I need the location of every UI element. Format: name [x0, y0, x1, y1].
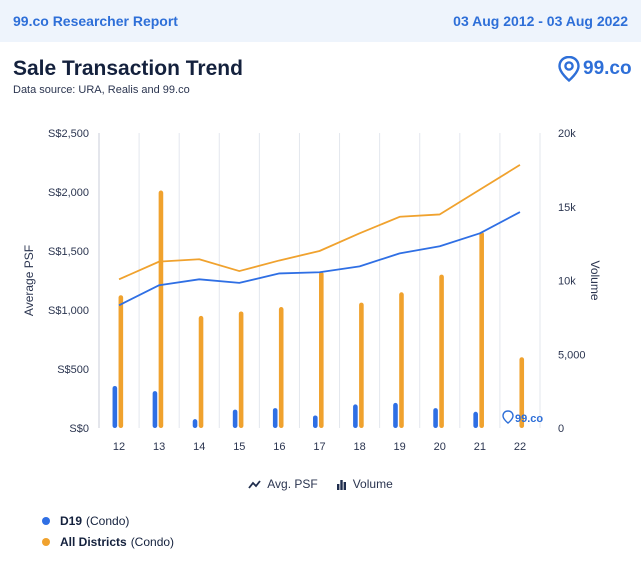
right-axis-tick-label: 0 — [558, 423, 564, 435]
volume-bar-all-districts — [118, 295, 124, 428]
report-header: 99.co Researcher Report 03 Aug 2012 - 03… — [0, 0, 641, 42]
volume-bar-d19 — [353, 404, 358, 428]
chart-type-legend: Avg. PSF Volume — [0, 477, 641, 491]
x-axis-tick-label: 19 — [394, 441, 406, 453]
volume-bar-d19 — [192, 419, 198, 428]
left-axis-tick-label: S$500 — [57, 364, 89, 376]
sale-transaction-chart: S$0 S$500 S$1,000 S$1,500 S$2,000 S$2,500 0 5,0… — [22, 128, 602, 453]
left-axis-tick-label: S$2,500 — [48, 128, 89, 140]
volume-bar-all-districts — [399, 292, 404, 428]
volume-bar-d19 — [393, 402, 398, 428]
left-axis-tick-label: S$0 — [69, 423, 89, 435]
right-axis-title: Volume — [588, 260, 602, 300]
volume-bar-d19 — [152, 391, 158, 428]
volume-bar-d19 — [473, 411, 478, 428]
x-axis-tick-label: 18 — [353, 441, 365, 453]
x-axis-tick-label: 22 — [514, 441, 526, 453]
left-axis-title: Average PSF — [22, 245, 36, 316]
legend-all-districts-suffix: (Condo) — [130, 534, 175, 549]
chart-title: Sale Transaction Trend — [13, 57, 243, 80]
x-axis-tick-label: 15 — [233, 441, 245, 453]
brand-logo-text: 99.co — [583, 58, 632, 79]
volume-bar-d19 — [232, 409, 238, 428]
legend-avg-psf-label: Avg. PSF — [267, 477, 318, 491]
location-pin-icon — [558, 56, 580, 82]
volume-bar-all-districts — [198, 315, 204, 428]
volume-bar-all-districts — [439, 274, 444, 428]
volume-bar-d19 — [112, 385, 118, 428]
brand-logo: 99.co — [558, 56, 632, 82]
right-axis-tick-label: 10k — [558, 276, 576, 288]
x-axis-tick-label: 12 — [113, 441, 125, 453]
avg-psf-line-all-districts — [118, 164, 521, 281]
legend-volume[interactable]: Volume — [336, 477, 393, 491]
x-axis-tick-label: 20 — [434, 441, 446, 453]
x-axis-tick-label: 14 — [193, 441, 205, 453]
right-axis-tick-label: 20k — [558, 128, 576, 140]
volume-bar-all-districts — [278, 307, 284, 428]
bar-chart-icon — [336, 479, 346, 490]
watermark-text: 99.co — [515, 413, 543, 425]
left-axis-tick-label: S$2,000 — [48, 187, 89, 199]
x-axis-tick-label: 17 — [313, 441, 325, 453]
volume-bar-all-districts — [158, 190, 164, 428]
legend-series-d19[interactable]: D19 (Condo) — [42, 510, 174, 531]
volume-bar-d19 — [272, 408, 278, 428]
right-axis-tick-label: 5,000 — [558, 349, 586, 361]
legend-volume-label: Volume — [352, 477, 393, 491]
legend-series-all-districts[interactable]: All Districts (Condo) — [42, 531, 174, 552]
series-legend: D19 (Condo) All Districts (Condo) — [42, 510, 174, 552]
volume-bar-all-districts — [519, 357, 525, 428]
right-axis-tick-label: 15k — [558, 202, 576, 214]
legend-all-districts-name: All Districts — [60, 534, 127, 549]
avg-psf-line-d19 — [118, 211, 521, 307]
watermark-logo: 99.co — [502, 410, 543, 425]
legend-all-districts-dot — [42, 537, 50, 546]
watermark-pin-icon — [502, 410, 514, 424]
volume-bar-all-districts — [359, 302, 364, 428]
volume-bar-all-districts — [319, 271, 324, 428]
report-date-range: 03 Aug 2012 - 03 Aug 2022 — [453, 13, 628, 29]
left-axis-tick-label: S$1,500 — [48, 246, 89, 258]
volume-bar-all-districts — [479, 231, 484, 428]
volume-bar-d19 — [313, 415, 318, 428]
x-axis-tick-label: 21 — [474, 441, 486, 453]
left-axis-tick-label: S$1,000 — [48, 305, 89, 317]
data-source: Data source: URA, Realis and 99.co — [13, 84, 190, 96]
report-brand: 99.co Researcher Report — [13, 13, 178, 29]
volume-bar-all-districts — [238, 311, 244, 428]
x-axis-tick-label: 16 — [273, 441, 285, 453]
legend-d19-name: D19 — [60, 513, 83, 528]
legend-avg-psf[interactable]: Avg. PSF — [248, 477, 318, 491]
x-axis-tick-label: 13 — [153, 441, 165, 453]
volume-bar-d19 — [433, 408, 438, 428]
legend-d19-suffix: (Condo) — [86, 513, 130, 528]
line-chart-icon — [248, 479, 261, 489]
legend-d19-dot — [42, 516, 50, 525]
